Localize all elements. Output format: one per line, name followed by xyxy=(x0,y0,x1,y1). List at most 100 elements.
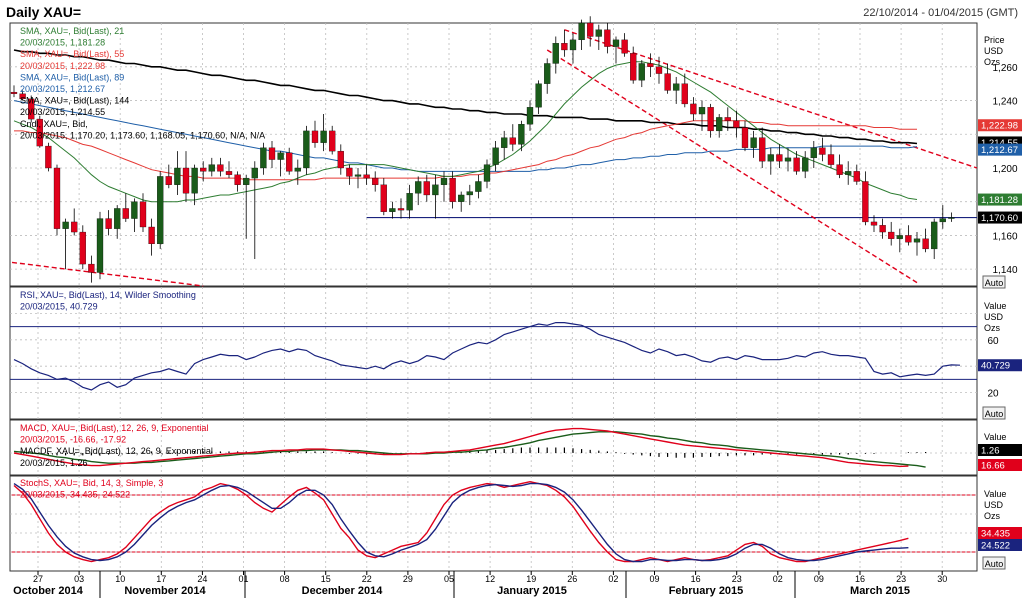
candle-body xyxy=(320,130,327,143)
candle-body xyxy=(802,157,809,172)
rsi-tag: 40.729 xyxy=(981,361,1010,372)
price-axis-title: Price xyxy=(984,35,1005,45)
x-month-label: December 2014 xyxy=(302,585,384,597)
candle-body xyxy=(612,39,620,47)
x-day-label: 16 xyxy=(855,574,865,584)
candle-body xyxy=(234,174,241,185)
price-tick-label: 1,240 xyxy=(992,97,1017,108)
rsi-tick-label: 60 xyxy=(987,336,999,347)
candle-body xyxy=(879,225,886,233)
candle-body xyxy=(750,137,757,148)
x-day-label: 23 xyxy=(732,574,742,584)
candle-body xyxy=(664,73,671,91)
candle-body xyxy=(836,164,843,175)
price-tag: 1,214.55 xyxy=(981,138,1018,149)
candle-body xyxy=(604,29,611,47)
price-tag-bg xyxy=(978,143,1022,156)
candle-body xyxy=(578,22,585,41)
candle-body xyxy=(53,167,61,229)
candle-body xyxy=(458,194,465,202)
x-day-label: 09 xyxy=(814,574,824,584)
candle-body xyxy=(655,66,663,74)
x-day-label: 15 xyxy=(321,574,331,584)
date-range: 22/10/2014 - 01/04/2015 (GMT) xyxy=(863,7,1018,19)
candle-body xyxy=(569,39,577,51)
candle-body xyxy=(45,145,52,169)
candle-body xyxy=(759,137,766,162)
price-auto-button[interactable]: Auto xyxy=(982,275,1006,289)
price-legend-entry: Cndl, XAU=, Bid, xyxy=(20,119,88,129)
candle-body xyxy=(28,98,35,120)
candle-body xyxy=(913,238,921,243)
rsi-axis-title: Value xyxy=(984,301,1006,311)
candle-body xyxy=(286,152,293,172)
macd-tag: 1.26 xyxy=(981,446,1000,457)
candle-body xyxy=(79,231,86,265)
candle-body xyxy=(492,147,499,165)
price-legend-entry: SMA, XAU=, Bid(Last), 55 xyxy=(20,49,124,59)
candle-body xyxy=(862,181,869,223)
sma21-line xyxy=(13,61,918,203)
stoch-d-line xyxy=(13,482,909,563)
price-tick-label: 1,200 xyxy=(992,164,1017,175)
x-day-label: 01 xyxy=(238,574,248,584)
stoch-legend-entry: StochS, XAU=, Bid, 14, 3, Simple, 3 xyxy=(20,478,163,488)
candle-body xyxy=(948,217,955,219)
price-axis-title: Ozs xyxy=(984,57,1001,67)
candle-body xyxy=(501,137,508,148)
candle-body xyxy=(595,29,602,37)
macd-legend-entry: MACD, XAU=, Bid(Last), 12, 26, 9, Expone… xyxy=(20,423,208,433)
price-tick-label: 1,260 xyxy=(992,63,1017,74)
price-axis-title: USD xyxy=(984,46,1004,56)
candle-body xyxy=(329,130,336,152)
candle-body xyxy=(243,177,250,185)
candle-body xyxy=(784,157,792,162)
price-legend-entry: 20/03/2015, 1,212.67 xyxy=(20,84,105,94)
candle-body xyxy=(88,263,95,273)
candle-body xyxy=(440,177,448,185)
stoch-tag-bg xyxy=(978,527,1022,539)
candle-body xyxy=(827,154,835,165)
trend-channel-lower xyxy=(546,49,918,284)
candle-body xyxy=(174,167,181,185)
candle-body xyxy=(681,83,688,105)
price-auto-label: Auto xyxy=(985,278,1004,288)
macd-tag: 16.66 xyxy=(981,461,1005,472)
candle-body xyxy=(191,167,198,194)
candle-body xyxy=(905,235,912,243)
x-month-label: February 2015 xyxy=(669,585,744,597)
rsi-legend-entry: RSI, XAU=, Bid(Last), 14, Wilder Smoothi… xyxy=(20,290,196,300)
x-day-label: 02 xyxy=(608,574,618,584)
candle-body xyxy=(157,176,164,245)
candle-body xyxy=(896,235,903,239)
macd-legend-entry: MACDF, XAU=, Bid(Last), 12, 26, 9, Expon… xyxy=(20,446,213,456)
candle-body xyxy=(182,167,190,194)
x-day-label: 05 xyxy=(444,574,454,584)
rsi-auto-button[interactable]: Auto xyxy=(982,406,1006,420)
x-month-label: November 2014 xyxy=(124,585,206,597)
candle-body xyxy=(354,174,362,177)
candle-body xyxy=(148,226,155,245)
candle-body xyxy=(217,164,224,172)
macd-signal-line xyxy=(13,431,926,468)
candle-body xyxy=(165,176,172,185)
sma144-line xyxy=(13,49,918,145)
x-day-label: 08 xyxy=(280,574,290,584)
candle-body xyxy=(931,221,938,250)
candle-body xyxy=(294,167,301,172)
stoch-auto-button[interactable]: Auto xyxy=(982,556,1006,570)
candle-body xyxy=(741,127,749,148)
rsi-auto-label: Auto xyxy=(985,409,1004,419)
stoch-tag: 34.435 xyxy=(981,529,1010,540)
price-tag-bg xyxy=(978,211,1022,224)
candle-body xyxy=(475,181,482,192)
candle-body xyxy=(509,137,516,145)
rsi-axis-title: Ozs xyxy=(984,323,1001,333)
candle-body xyxy=(251,167,258,179)
x-day-label: 10 xyxy=(115,574,125,584)
x-axis: 27 03 10 17 24 01 08 15 22 29 05 12 19 26 02 09 16 23 02 09… xyxy=(13,571,947,598)
candle-body xyxy=(380,184,387,212)
macd-legend-entry: 20/03/2015, -16.66, -17.92 xyxy=(20,435,126,445)
x-day-label: 16 xyxy=(691,574,701,584)
price-legend-entry: 20/03/2015, 1,170.20, 1,173.60, 1,168.05… xyxy=(20,130,265,140)
